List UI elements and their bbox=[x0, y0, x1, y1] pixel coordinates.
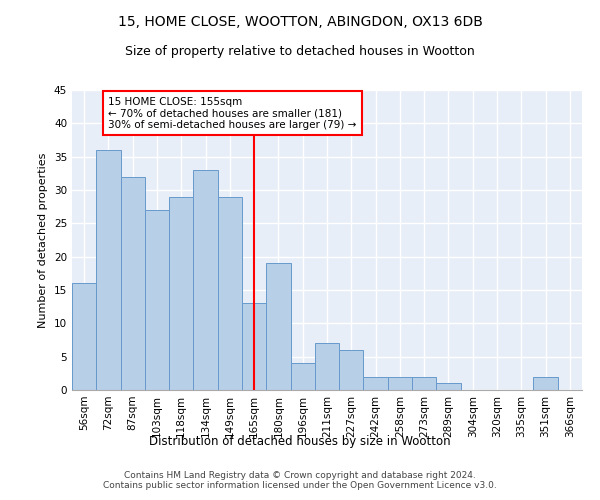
Bar bbox=[145, 210, 169, 390]
Bar bbox=[412, 376, 436, 390]
Bar bbox=[364, 376, 388, 390]
Bar bbox=[96, 150, 121, 390]
Text: 15, HOME CLOSE, WOOTTON, ABINGDON, OX13 6DB: 15, HOME CLOSE, WOOTTON, ABINGDON, OX13 … bbox=[118, 15, 482, 29]
Bar bbox=[436, 384, 461, 390]
Text: Contains HM Land Registry data © Crown copyright and database right 2024.
Contai: Contains HM Land Registry data © Crown c… bbox=[103, 470, 497, 490]
Text: Distribution of detached houses by size in Wootton: Distribution of detached houses by size … bbox=[149, 435, 451, 448]
Bar bbox=[169, 196, 193, 390]
Bar bbox=[242, 304, 266, 390]
Text: 15 HOME CLOSE: 155sqm
← 70% of detached houses are smaller (181)
30% of semi-det: 15 HOME CLOSE: 155sqm ← 70% of detached … bbox=[109, 96, 357, 130]
Bar bbox=[218, 196, 242, 390]
Bar bbox=[266, 264, 290, 390]
Y-axis label: Number of detached properties: Number of detached properties bbox=[38, 152, 49, 328]
Bar bbox=[193, 170, 218, 390]
Bar bbox=[388, 376, 412, 390]
Bar bbox=[72, 284, 96, 390]
Bar bbox=[315, 344, 339, 390]
Bar bbox=[121, 176, 145, 390]
Bar bbox=[533, 376, 558, 390]
Text: Size of property relative to detached houses in Wootton: Size of property relative to detached ho… bbox=[125, 45, 475, 58]
Bar bbox=[339, 350, 364, 390]
Bar bbox=[290, 364, 315, 390]
